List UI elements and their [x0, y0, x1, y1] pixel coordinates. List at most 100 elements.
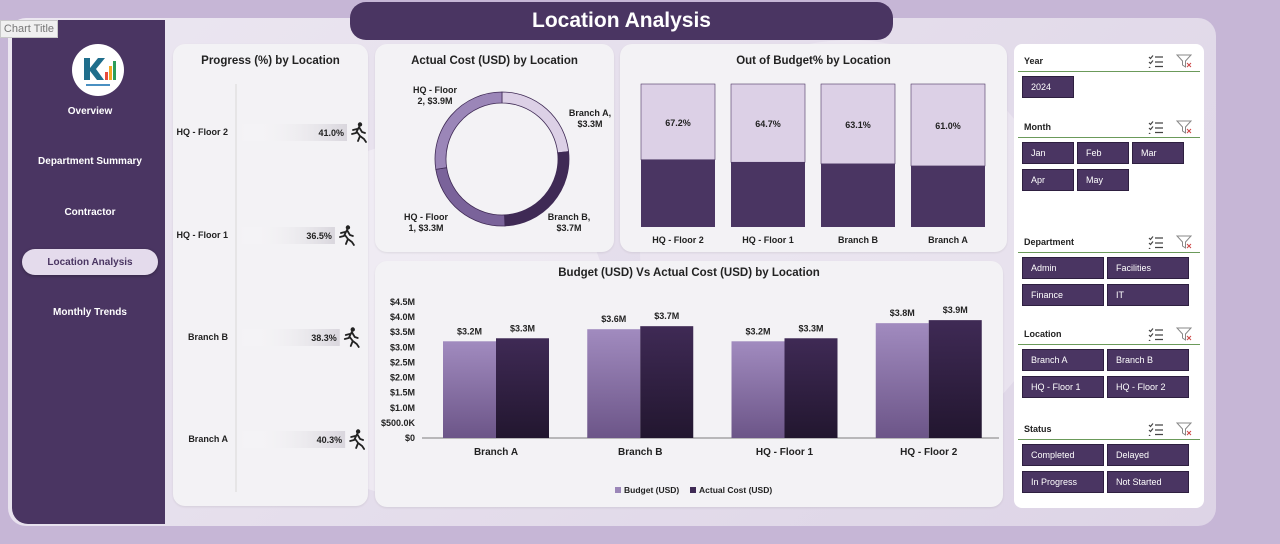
- budget-bar: [443, 341, 496, 438]
- clear-filter-icon[interactable]: [1176, 327, 1192, 341]
- progress-bar: [237, 431, 346, 448]
- clear-filter-icon[interactable]: [1176, 235, 1192, 249]
- slicer-header: Year: [1018, 50, 1200, 72]
- oob-bar: [641, 159, 715, 227]
- slicer-option[interactable]: May: [1077, 169, 1129, 191]
- progress-category-label: Branch B: [188, 332, 229, 342]
- progress-chart: HQ - Floor 2 41.0% HQ - Floor 1 36.5% Branch…: [177, 84, 367, 492]
- nav-location-analysis[interactable]: Location Analysis: [22, 249, 158, 275]
- oob-bar-remainder: [730, 83, 806, 163]
- clear-filter-icon[interactable]: [1176, 54, 1192, 68]
- bva-value-label: $3.2M: [457, 326, 482, 336]
- slicer-option[interactable]: HQ - Floor 1: [1022, 376, 1104, 398]
- runner-icon: [349, 429, 366, 450]
- progress-value-label: 41.0%: [318, 128, 344, 138]
- slicer-option[interactable]: Branch A: [1022, 349, 1104, 371]
- progress-category-label: HQ - Floor 1: [177, 230, 229, 240]
- progress-bar: [237, 329, 340, 346]
- oob-value-label: 63.1%: [845, 120, 871, 130]
- multi-select-icon[interactable]: [1148, 327, 1164, 341]
- progress-chart-title: Progress (%) by Location: [201, 55, 340, 67]
- runner-icon: [351, 122, 367, 143]
- slicer-option[interactable]: Delayed: [1107, 444, 1189, 466]
- bva-category-label: Branch B: [618, 447, 662, 458]
- budget-vs-actual-chart-title: Budget (USD) Vs Actual Cost (USD) by Loc…: [558, 267, 820, 279]
- slicer-option[interactable]: Mar: [1132, 142, 1184, 164]
- oob-value-label: 64.7%: [755, 119, 781, 129]
- progress-value-label: 36.5%: [306, 231, 332, 241]
- budget-bar: [731, 341, 785, 438]
- slicer-option[interactable]: Feb: [1077, 142, 1129, 164]
- bva-ytick-label: $1.5M: [390, 388, 415, 398]
- progress-value-label: 38.3%: [311, 333, 337, 343]
- out-of-budget-chart-title: Out of Budget% by Location: [736, 55, 891, 67]
- bva-value-label: $3.7M: [654, 311, 679, 321]
- slicer-department: Department Admin Facilities Finance IT: [1018, 231, 1200, 313]
- bva-value-label: $3.9M: [943, 305, 968, 315]
- slicer-option[interactable]: 2024: [1022, 76, 1074, 98]
- progress-category-label: HQ - Floor 2: [177, 127, 229, 137]
- multi-select-icon[interactable]: [1148, 235, 1164, 249]
- actual-cost-bar: [928, 320, 982, 438]
- nav-department-summary[interactable]: Department Summary: [38, 155, 142, 167]
- slicer-option[interactable]: Not Started: [1107, 471, 1189, 493]
- slicer-option[interactable]: Facilities: [1107, 257, 1189, 279]
- oob-value-label: 67.2%: [665, 118, 691, 128]
- bva-ytick-label: $2.5M: [390, 357, 415, 367]
- bva-ytick-label: $1.0M: [390, 403, 415, 413]
- donut-slice-label: HQ - Floor 2, $3.9M: [413, 85, 457, 106]
- slicer-option[interactable]: In Progress: [1022, 471, 1104, 493]
- actual-cost-card: Actual Cost (USD) by Location Branch A, $…: [375, 44, 614, 252]
- slicer-option[interactable]: Apr: [1022, 169, 1074, 191]
- budget-bar: [587, 329, 641, 438]
- clear-filter-icon[interactable]: [1176, 422, 1192, 436]
- bva-ytick-label: $4.5M: [390, 297, 415, 307]
- bva-value-label: $3.8M: [890, 308, 915, 318]
- bva-ytick-label: $3.5M: [390, 327, 415, 337]
- oob-bar: [911, 165, 985, 227]
- bva-category-label: HQ - Floor 2: [900, 447, 958, 458]
- slicer-option[interactable]: Admin: [1022, 257, 1104, 279]
- donut-slice: [434, 91, 503, 170]
- slicer-option[interactable]: Jan: [1022, 142, 1074, 164]
- slicer-month: Month Jan Feb Mar Apr May: [1018, 116, 1200, 226]
- oob-category-label: Branch B: [838, 235, 879, 245]
- multi-select-icon[interactable]: [1148, 422, 1164, 436]
- bva-value-label: $3.3M: [510, 323, 535, 333]
- bva-value-label: $3.3M: [798, 323, 823, 333]
- bva-category-label: Branch A: [474, 447, 518, 458]
- company-logo: [72, 44, 124, 96]
- slicer-title: Location: [1024, 329, 1062, 339]
- oob-category-label: Branch A: [928, 235, 968, 245]
- nav-overview[interactable]: Overview: [67, 105, 113, 117]
- budget-bar: [875, 323, 929, 438]
- legend-swatch: [690, 487, 696, 493]
- budget-vs-actual-card: Budget (USD) Vs Actual Cost (USD) by Loc…: [375, 261, 1003, 507]
- bva-ytick-label: $0: [405, 433, 415, 443]
- multi-select-icon[interactable]: [1148, 120, 1164, 134]
- slicer-header: Department: [1018, 231, 1200, 253]
- legend-swatch: [615, 487, 621, 493]
- slicer-title: Status: [1024, 424, 1052, 434]
- slicer-location: Location Branch A Branch B HQ - Floor 1 HQ -…: [1018, 323, 1200, 405]
- actual-cost-bar: [496, 338, 549, 438]
- clear-filter-icon[interactable]: [1176, 120, 1192, 134]
- progress-value-label: 40.3%: [317, 435, 343, 445]
- page-title: Location Analysis: [350, 2, 893, 40]
- progress-category-label: Branch A: [188, 434, 228, 444]
- nav-monthly-trends[interactable]: Monthly Trends: [53, 306, 127, 318]
- slicer-option[interactable]: Finance: [1022, 284, 1104, 306]
- slicer-option[interactable]: Branch B: [1107, 349, 1189, 371]
- bva-ytick-label: $4.0M: [390, 312, 415, 322]
- actual-cost-bar: [784, 338, 838, 438]
- slicer-option[interactable]: Completed: [1022, 444, 1104, 466]
- donut-slice-label: HQ - Floor 1, $3.3M: [404, 212, 448, 233]
- multi-select-icon[interactable]: [1148, 54, 1164, 68]
- slicer-option[interactable]: IT: [1107, 284, 1189, 306]
- actual-cost-bar: [640, 326, 694, 438]
- nav-contractor[interactable]: Contractor: [64, 206, 116, 218]
- slicer-header: Status: [1018, 418, 1200, 440]
- slicer-option[interactable]: HQ - Floor 2: [1107, 376, 1189, 398]
- bva-ytick-label: $3.0M: [390, 342, 415, 352]
- oob-bar: [821, 163, 895, 227]
